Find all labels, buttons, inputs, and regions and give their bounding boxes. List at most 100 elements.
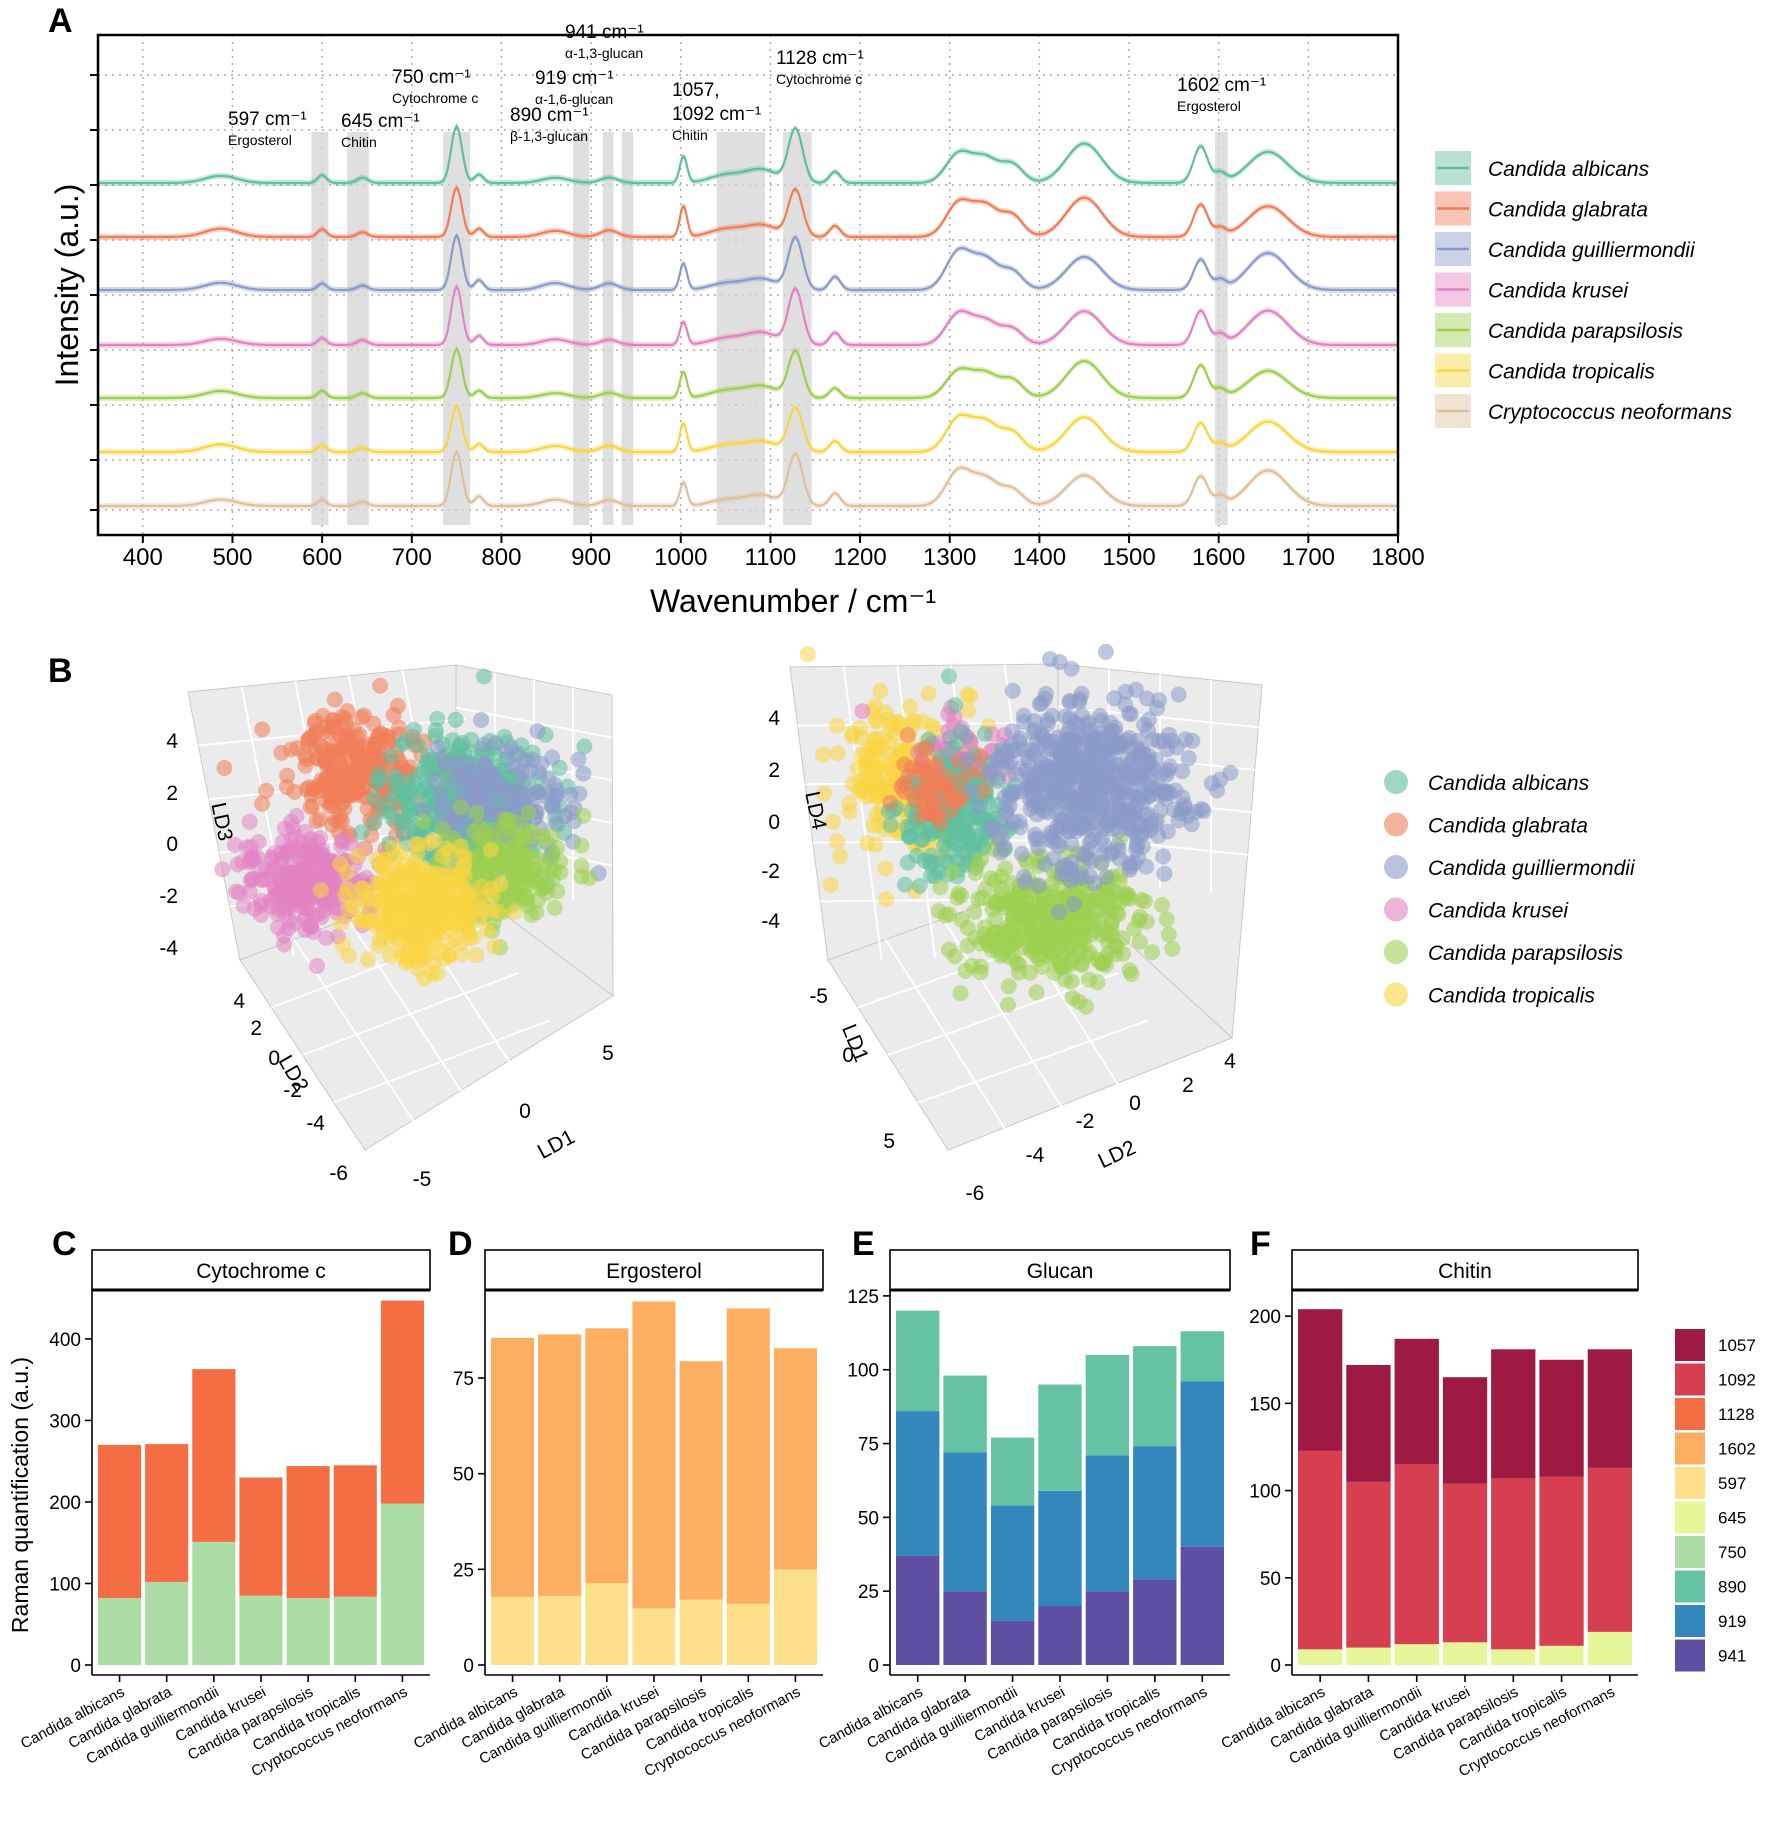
lda-point (366, 814, 383, 831)
bar-segment (1298, 1309, 1343, 1451)
bar-segment (145, 1581, 189, 1665)
lda-point (1004, 907, 1021, 924)
bar-segment (1539, 1645, 1584, 1665)
lda-point (1174, 789, 1191, 806)
lda-point (444, 732, 461, 749)
lda-point (469, 864, 485, 880)
legend-dot (1384, 940, 1408, 964)
y-tick-label: 0 (1270, 1656, 1281, 1677)
lda-tick-label: -6 (329, 1162, 348, 1185)
lda-point (353, 709, 370, 726)
lda-point (941, 729, 958, 746)
bar-segment (1346, 1481, 1391, 1648)
bar-segment (1587, 1349, 1632, 1468)
lda-point (300, 731, 317, 748)
y-tick-label: 0 (868, 1656, 879, 1677)
lda-point (1079, 716, 1095, 733)
bar-segment (726, 1603, 770, 1665)
bar-segment (896, 1310, 940, 1412)
lda-point (952, 985, 969, 1002)
lda-point (216, 760, 233, 776)
lda-tick-label: -4 (1026, 1144, 1045, 1167)
lda-point (488, 795, 505, 812)
x-tick-label: 1100 (745, 544, 797, 571)
legend-label: Candida guilliermondii (1428, 857, 1636, 880)
legend-label: Candida krusei (1428, 900, 1569, 923)
lda-point (973, 851, 990, 868)
annotation-label: Ergosterol (228, 132, 292, 148)
lda-point (250, 834, 267, 850)
lda-point (378, 879, 395, 896)
bar-segment (1133, 1446, 1177, 1580)
lda-point (473, 712, 490, 728)
lda-tick-label: -2 (283, 1079, 302, 1102)
lda-point (312, 811, 329, 828)
bar-segment (1038, 1384, 1082, 1491)
lda-point (516, 786, 533, 803)
lda-point (301, 848, 318, 865)
spectrum-ribbon (98, 402, 1398, 455)
lda-point (326, 691, 343, 708)
lda-point (471, 911, 487, 928)
lda-point (799, 646, 816, 663)
lda-point (1118, 769, 1135, 786)
bar-segment (1442, 1483, 1488, 1643)
lda-tick-label: -4 (306, 1112, 325, 1135)
bar-segment (239, 1595, 283, 1665)
lda-point (509, 848, 525, 865)
spectrum-ribbon (98, 123, 1398, 186)
y-tick-label: 125 (847, 1287, 879, 1308)
band-legend-label: 1128 (1718, 1405, 1755, 1424)
lda-point (980, 930, 997, 947)
bar-segment (1038, 1605, 1082, 1665)
x-tick-label: 1200 (833, 544, 886, 571)
lda-point (441, 948, 457, 965)
lda-point (964, 957, 980, 974)
lda-point (1037, 741, 1054, 758)
bar-segment (1298, 1649, 1343, 1665)
lda-point (1134, 838, 1151, 855)
lda-point (1098, 816, 1115, 833)
lda-point (345, 898, 362, 915)
lda-point (434, 820, 451, 837)
spectra-frame (96, 33, 1400, 537)
lda-point (500, 821, 517, 838)
lda-point (872, 683, 889, 700)
annotation-value: 1128 cm⁻¹ (776, 48, 864, 69)
lda-point (349, 848, 366, 864)
bar-segment (726, 1308, 770, 1604)
lda-point (459, 887, 476, 904)
lda-point (918, 740, 935, 757)
y-tick-label: 150 (1249, 1394, 1281, 1415)
lda-point (470, 832, 487, 849)
annotation-label: α-1,6-glucan (535, 91, 613, 107)
lda-point (1150, 733, 1167, 750)
panel-letter-c: C (52, 1225, 77, 1263)
band-legend-label: 1057 (1718, 1336, 1756, 1355)
panel-letter-d: D (448, 1225, 473, 1263)
lda-point (288, 808, 305, 824)
x-tick-label: 600 (302, 544, 342, 571)
lda-point (904, 786, 921, 802)
highlight-band (621, 132, 634, 525)
annotation-label: Ergosterol (1177, 98, 1241, 114)
facet-strip (484, 1249, 824, 1291)
spectra-grid (90, 35, 1399, 535)
lda-point (1222, 764, 1239, 781)
lda-point (970, 891, 987, 907)
lda-point (452, 764, 469, 781)
annotation-value: 645 cm⁻¹ (341, 111, 420, 132)
lda-point (334, 832, 350, 848)
lda-point (982, 762, 999, 779)
spectra-x-axis-title: Wavenumber / cm⁻¹ (650, 583, 936, 619)
lda-point (463, 775, 480, 792)
highlight-band (573, 132, 590, 525)
lda-point (970, 798, 987, 815)
lda-point (305, 781, 322, 798)
facet-strip (1291, 1249, 1639, 1291)
lda-point (1063, 835, 1080, 852)
lda-point (486, 766, 503, 783)
lda-point (1158, 911, 1175, 928)
